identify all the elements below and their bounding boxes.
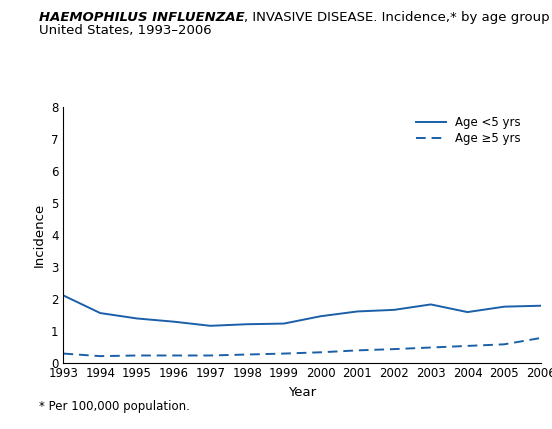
Text: , INVASIVE DISEASE. Incidence,* by age group —: , INVASIVE DISEASE. Incidence,* by age g… [245,11,552,24]
Text: * Per 100,000 population.: * Per 100,000 population. [39,400,189,413]
Text: United States, 1993–2006: United States, 1993–2006 [39,24,211,36]
X-axis label: Year: Year [288,386,316,399]
Text: HAEMOPHILUS INFLUENZAE: HAEMOPHILUS INFLUENZAE [39,11,245,24]
Legend: Age <5 yrs, Age ≥5 yrs: Age <5 yrs, Age ≥5 yrs [416,116,521,145]
Y-axis label: Incidence: Incidence [33,203,46,267]
